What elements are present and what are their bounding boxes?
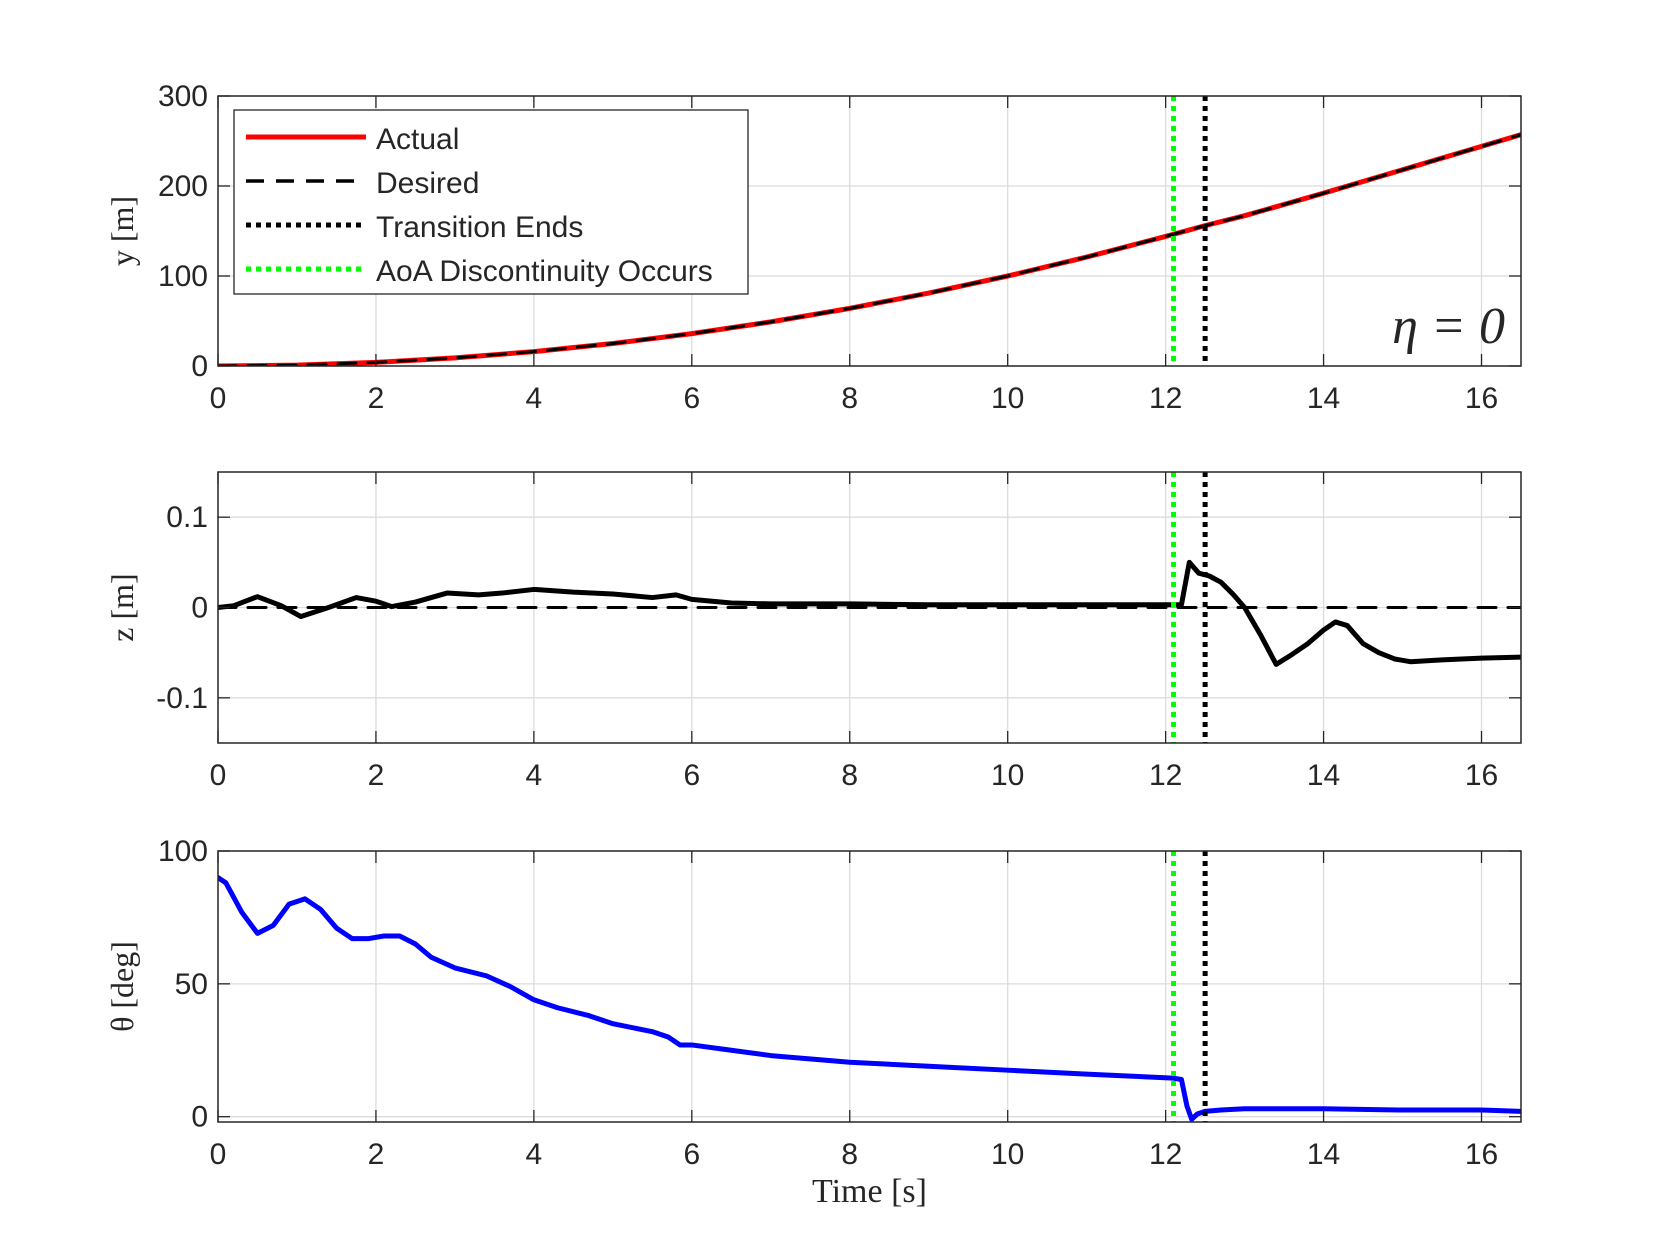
panel-y-ytick-label: 200 bbox=[158, 170, 208, 203]
panel-y-xtick-label: 8 bbox=[841, 382, 858, 415]
panel-theta: 0 2 4 6 8 10 12 14 16 0 50 100 θ [deg] Time [s] bbox=[104, 835, 1522, 1210]
panel-theta-axes-box bbox=[217, 850, 1522, 1123]
panel-y-xtick-label: 6 bbox=[683, 382, 700, 415]
panel-z-plot-area bbox=[218, 472, 1521, 743]
legend-label-desired: Desired bbox=[376, 167, 479, 200]
panel-z-ytick-label: 0.1 bbox=[166, 501, 208, 534]
legend-box bbox=[233, 109, 749, 295]
panel-theta-xlabel: Time [s] bbox=[812, 1173, 927, 1210]
panel-y-axes-box bbox=[217, 95, 1522, 367]
legend-label-actual: Actual bbox=[376, 123, 459, 156]
panel-z-xtick-label: 14 bbox=[1307, 759, 1340, 792]
panel-theta-xtick-label: 4 bbox=[526, 1138, 543, 1171]
panel-theta-xtick-label: 0 bbox=[210, 1138, 227, 1171]
panel-theta-plot-area bbox=[218, 851, 1521, 1122]
panel-z-xtick-label: 12 bbox=[1149, 759, 1182, 792]
legend-label-transition-ends: Transition Ends bbox=[376, 211, 583, 244]
panel-theta-xtick-label: 10 bbox=[991, 1138, 1024, 1171]
panel-y-ytick-label: 300 bbox=[158, 80, 208, 113]
panel-y-xtick-label: 4 bbox=[526, 382, 543, 415]
panel-z-ytick-label: 0 bbox=[191, 592, 208, 625]
panel-theta-xtick-label: 2 bbox=[368, 1138, 385, 1171]
panel-theta-xtick-label: 8 bbox=[841, 1138, 858, 1171]
panel-z-xtick-label: 8 bbox=[841, 759, 858, 792]
panel-y-ylabel: y [m] bbox=[104, 196, 140, 266]
panel-y-plot-area bbox=[218, 96, 1521, 366]
panel-z-xtick-label: 2 bbox=[368, 759, 385, 792]
panel-y-xtick-label: 16 bbox=[1465, 382, 1498, 415]
eta-annotation: η = 0 bbox=[1392, 298, 1505, 355]
panel-y-xtick-label: 0 bbox=[210, 382, 227, 415]
panel-theta-ytick-label: 0 bbox=[191, 1101, 208, 1134]
panel-theta-xtick-label: 14 bbox=[1307, 1138, 1340, 1171]
panel-z-xtick-label: 6 bbox=[683, 759, 700, 792]
panel-z-ytick-label: -0.1 bbox=[156, 682, 208, 715]
panel-theta-xtick-label: 6 bbox=[683, 1138, 700, 1171]
panel-theta-ytick-label: 100 bbox=[158, 835, 208, 868]
panel-z-xtick-label: 0 bbox=[210, 759, 227, 792]
panel-z-series-actual bbox=[218, 559, 1521, 667]
panel-y: 0 2 4 6 8 10 12 14 16 0 100 200 300 y [m] bbox=[104, 80, 1522, 415]
legend: Actual Desired Transition Ends AoA Disco… bbox=[233, 109, 749, 295]
panel-z-ylabel: z [m] bbox=[104, 573, 140, 641]
panel-theta-ytick-label: 50 bbox=[175, 968, 208, 1001]
panel-theta-xtick-label: 16 bbox=[1465, 1138, 1498, 1171]
panel-y-xtick-label: 12 bbox=[1149, 382, 1182, 415]
panel-theta-ylabel: θ [deg] bbox=[104, 941, 140, 1032]
panel-theta-xtick-label: 12 bbox=[1149, 1138, 1182, 1171]
panel-z-xtick-label: 4 bbox=[526, 759, 543, 792]
panel-z: 0 2 4 6 8 10 12 14 16 -0.1 0 0.1 z [m] bbox=[104, 471, 1522, 792]
panel-z-xtick-label: 10 bbox=[991, 759, 1024, 792]
panel-y-ytick-label: 0 bbox=[191, 350, 208, 383]
legend-label-aoa-discontinuity: AoA Discontinuity Occurs bbox=[376, 255, 713, 288]
panel-y-xtick-label: 10 bbox=[991, 382, 1024, 415]
panel-y-xtick-label: 14 bbox=[1307, 382, 1340, 415]
panel-y-ytick-label: 100 bbox=[158, 260, 208, 293]
panel-y-xtick-label: 2 bbox=[368, 382, 385, 415]
panel-z-xtick-label: 16 bbox=[1465, 759, 1498, 792]
panel-y-series-desired bbox=[218, 133, 1521, 366]
panel-theta-series-- bbox=[218, 875, 1521, 1122]
